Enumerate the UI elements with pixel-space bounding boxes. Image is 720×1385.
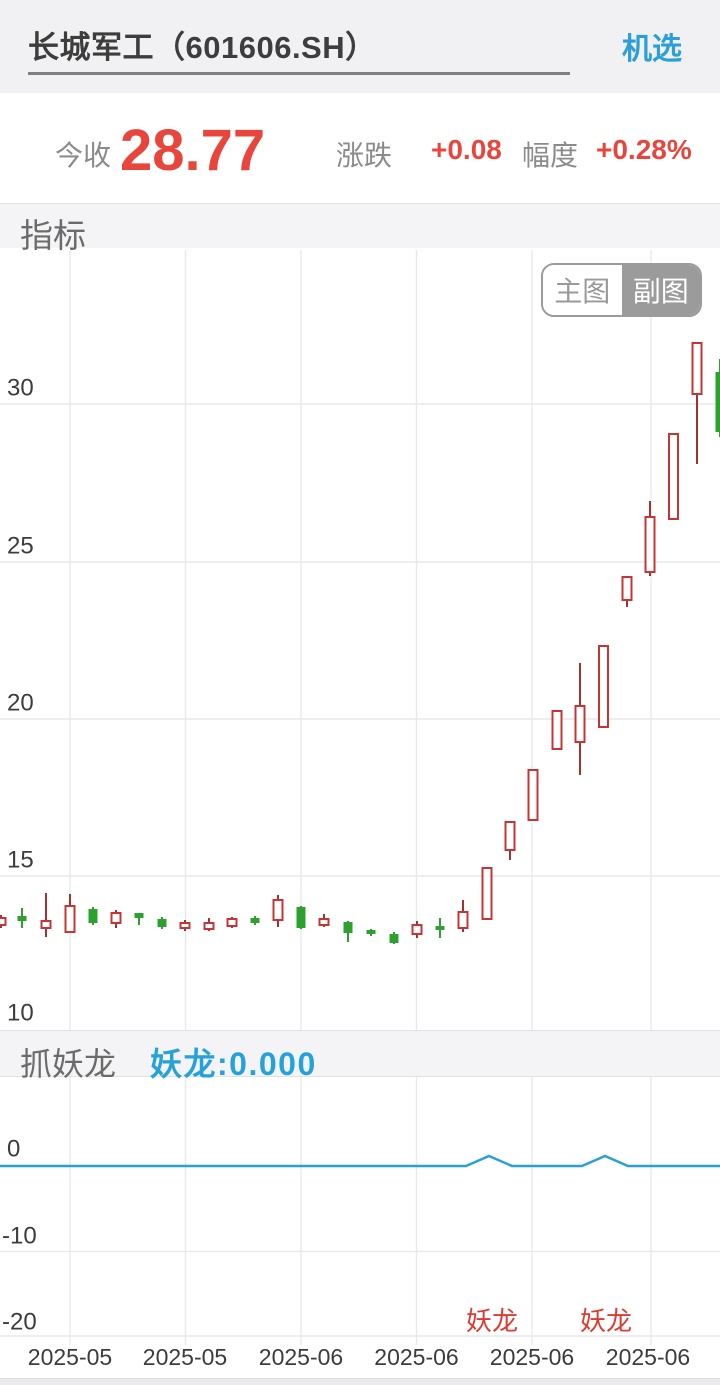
svg-text:10: 10	[7, 1000, 34, 1027]
svg-text:0: 0	[7, 1136, 20, 1163]
svg-text:30: 30	[7, 375, 34, 402]
svg-text:25: 25	[7, 533, 34, 560]
svg-text:20: 20	[7, 690, 34, 717]
svg-text:15: 15	[7, 847, 34, 874]
svg-text:妖龙: 妖龙	[466, 1306, 518, 1336]
svg-text:-10: -10	[2, 1223, 37, 1250]
svg-text:妖龙: 妖龙	[580, 1306, 632, 1336]
svg-text:-20: -20	[2, 1309, 37, 1336]
